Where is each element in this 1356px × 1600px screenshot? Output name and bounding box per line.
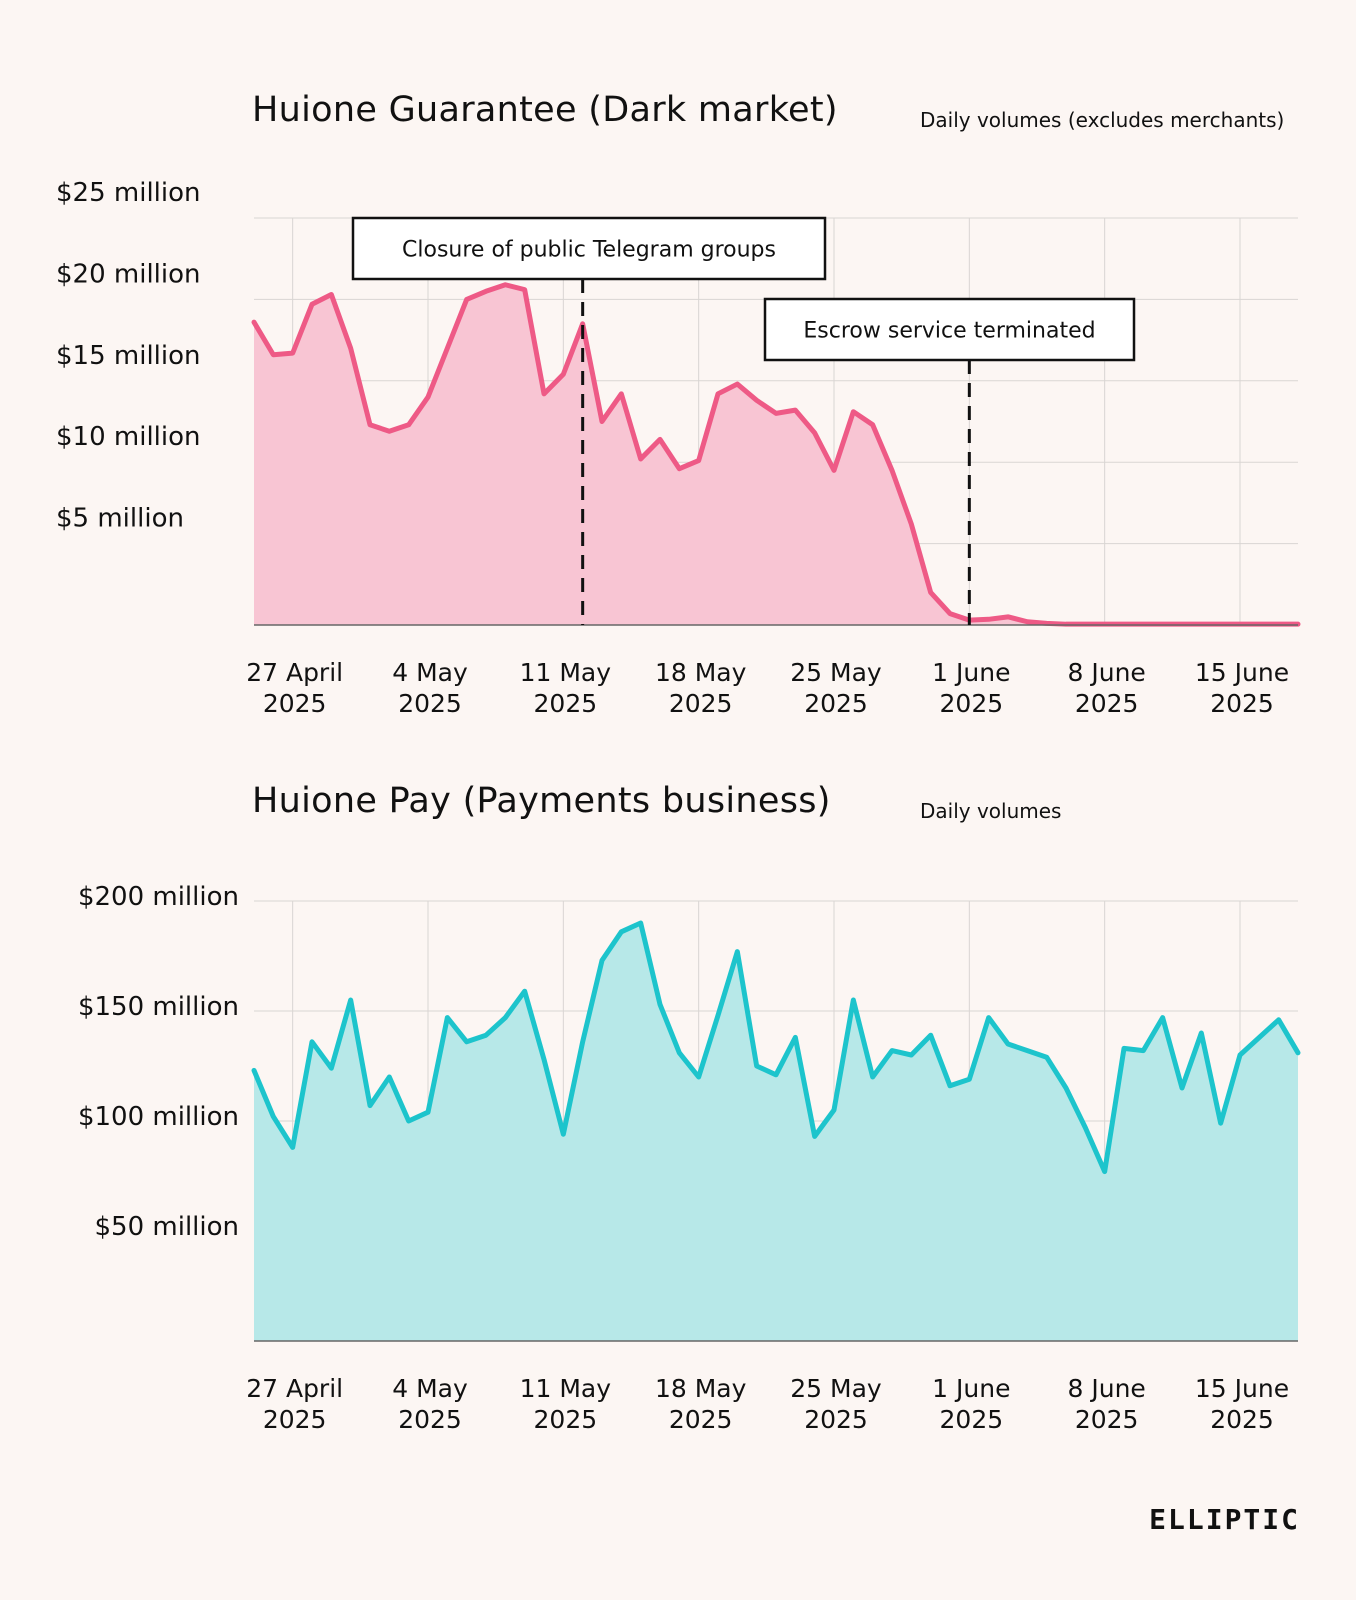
x-tick-label: 8 June — [1068, 1374, 1146, 1403]
chart-title-guarantee: Huione Guarantee (Dark market) — [252, 90, 838, 130]
x-tick-label: 1 June — [932, 658, 1010, 687]
x-tick-label: 2025 — [1210, 689, 1274, 718]
x-tick-label: 2025 — [1075, 689, 1139, 718]
x-tick-label: 2025 — [398, 689, 462, 718]
series-area-fill — [254, 284, 1298, 625]
x-tick-label: 4 May — [392, 1374, 468, 1403]
y-tick-label: $50 million — [95, 1212, 240, 1242]
y-tick-label: $5 million — [56, 504, 184, 534]
x-tick-label: 25 May — [790, 658, 882, 687]
annotation-label: Closure of public Telegram groups — [402, 238, 776, 263]
y-tick-label: $150 million — [78, 992, 239, 1022]
x-tick-label: 2025 — [1210, 1405, 1274, 1434]
y-tick-label: $20 million — [56, 259, 201, 289]
x-tick-label: 2025 — [534, 1405, 598, 1434]
annotation-box — [351, 216, 827, 281]
x-tick-label: 2025 — [669, 689, 733, 718]
x-tick-label: 25 May — [790, 1374, 882, 1403]
annotation-label: Escrow service terminated — [803, 319, 1095, 344]
guarantee-area-chart: $5 million $10 million $15 million $20 mill… — [56, 178, 1301, 718]
x-tick-label: 2025 — [940, 689, 1004, 718]
series-line — [251, 282, 1301, 627]
x-tick-label: 1 June — [932, 1374, 1010, 1403]
x-tick-label: 2025 — [263, 689, 327, 718]
y-tick-label: $15 million — [56, 341, 201, 371]
y-tick-label: $200 million — [78, 882, 239, 912]
x-tick-label: 18 May — [655, 658, 747, 687]
chart-subtitle-guarantee: Daily volumes (excludes merchants) — [920, 108, 1285, 132]
x-tick-label: 2025 — [804, 1405, 868, 1434]
x-tick-label: 2025 — [940, 1405, 1004, 1434]
series-area-fill — [254, 923, 1298, 1341]
x-tick-label: 11 May — [520, 658, 612, 687]
x-tick-label: 2025 — [669, 1405, 733, 1434]
x-tick-label: 4 May — [392, 658, 468, 687]
x-tick-label: 2025 — [804, 689, 868, 718]
chart-subtitle-pay: Daily volumes — [920, 799, 1062, 823]
annotation-box — [763, 297, 1136, 362]
x-tick-label: 2025 — [534, 689, 598, 718]
x-tick-label: 11 May — [520, 1374, 612, 1403]
chart-title-pay: Huione Pay (Payments business) — [252, 781, 831, 821]
y-tick-label: $10 million — [56, 422, 201, 452]
x-tick-label: 27 April — [246, 658, 343, 687]
x-tick-label: 2025 — [398, 1405, 462, 1434]
x-tick-label: 2025 — [1075, 1405, 1139, 1434]
x-tick-label: 15 June — [1195, 1374, 1289, 1403]
x-tick-label: 18 May — [655, 1374, 747, 1403]
series-line — [251, 920, 1301, 1175]
x-tick-label: 8 June — [1068, 658, 1146, 687]
y-tick-label: $25 million — [56, 178, 201, 208]
y-tick-label: $100 million — [78, 1102, 239, 1132]
x-tick-label: 27 April — [246, 1374, 343, 1403]
x-tick-label: 15 June — [1195, 658, 1289, 687]
elliptic-logo: ELLIPTIC — [1149, 1503, 1300, 1536]
x-tick-label: 2025 — [263, 1405, 327, 1434]
